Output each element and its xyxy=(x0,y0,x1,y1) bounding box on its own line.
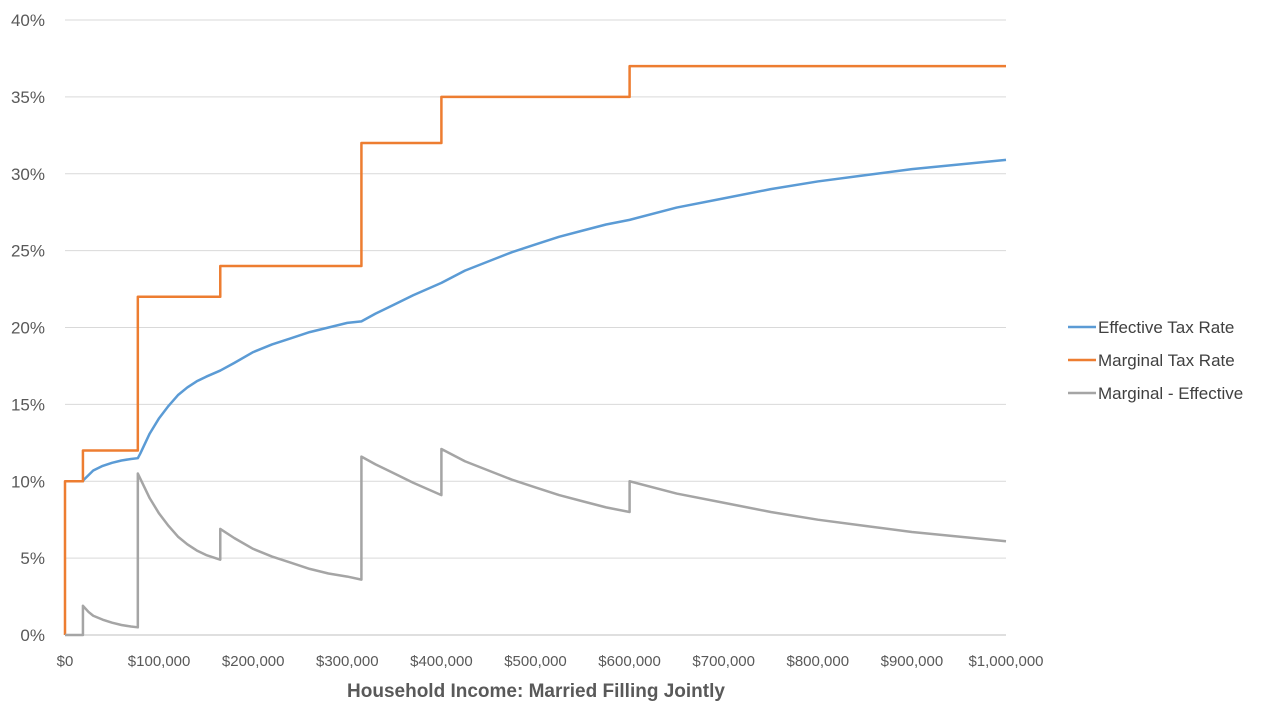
gridlines xyxy=(65,19,1006,636)
x-tick-label: $800,000 xyxy=(787,653,850,670)
x-tick-label: $300,000 xyxy=(316,653,379,670)
x-tick-label: $1,000,000 xyxy=(968,653,1043,670)
y-tick-label: 35% xyxy=(11,88,45,107)
x-tick-label: $200,000 xyxy=(222,653,285,670)
x-tick-label: $100,000 xyxy=(128,653,191,670)
x-tick-label: $600,000 xyxy=(598,653,661,670)
legend-label: Marginal - Effective xyxy=(1098,384,1243,403)
y-tick-label: 10% xyxy=(11,472,45,491)
x-axis-label: Household Income: Married Filling Jointl… xyxy=(347,681,725,702)
x-tick-label: $400,000 xyxy=(410,653,473,670)
y-tick-label: 25% xyxy=(11,242,45,261)
y-tick-label: 40% xyxy=(11,11,45,30)
x-tick-label: $900,000 xyxy=(881,653,944,670)
series-line-marginal-effective xyxy=(65,447,1007,637)
x-tick-label: $0 xyxy=(57,653,74,670)
y-tick-label: 0% xyxy=(20,626,45,645)
x-tick-label: $500,000 xyxy=(504,653,567,670)
series-line-effective-tax-rate xyxy=(65,158,1007,483)
series-lines xyxy=(63,64,1007,637)
y-tick-label: 5% xyxy=(20,549,45,568)
legend-label: Marginal Tax Rate xyxy=(1098,351,1235,370)
y-tick-label: 20% xyxy=(11,319,45,338)
series-line-marginal-tax-rate xyxy=(63,64,1006,635)
x-axis-tick-labels: $0 $100,000 $200,000 $300,000 $400,000 $500,0… xyxy=(57,653,1044,670)
x-tick-label: $700,000 xyxy=(692,653,755,670)
legend: Effective Tax Rate Marginal Tax Rate Margi… xyxy=(1068,318,1243,403)
y-axis-tick-labels: 0% 5% 10% 15% 20% 25% 30% 35% 40% xyxy=(11,11,45,645)
y-tick-label: 30% xyxy=(11,165,45,184)
y-tick-label: 15% xyxy=(11,395,45,414)
legend-label: Effective Tax Rate xyxy=(1098,318,1234,337)
